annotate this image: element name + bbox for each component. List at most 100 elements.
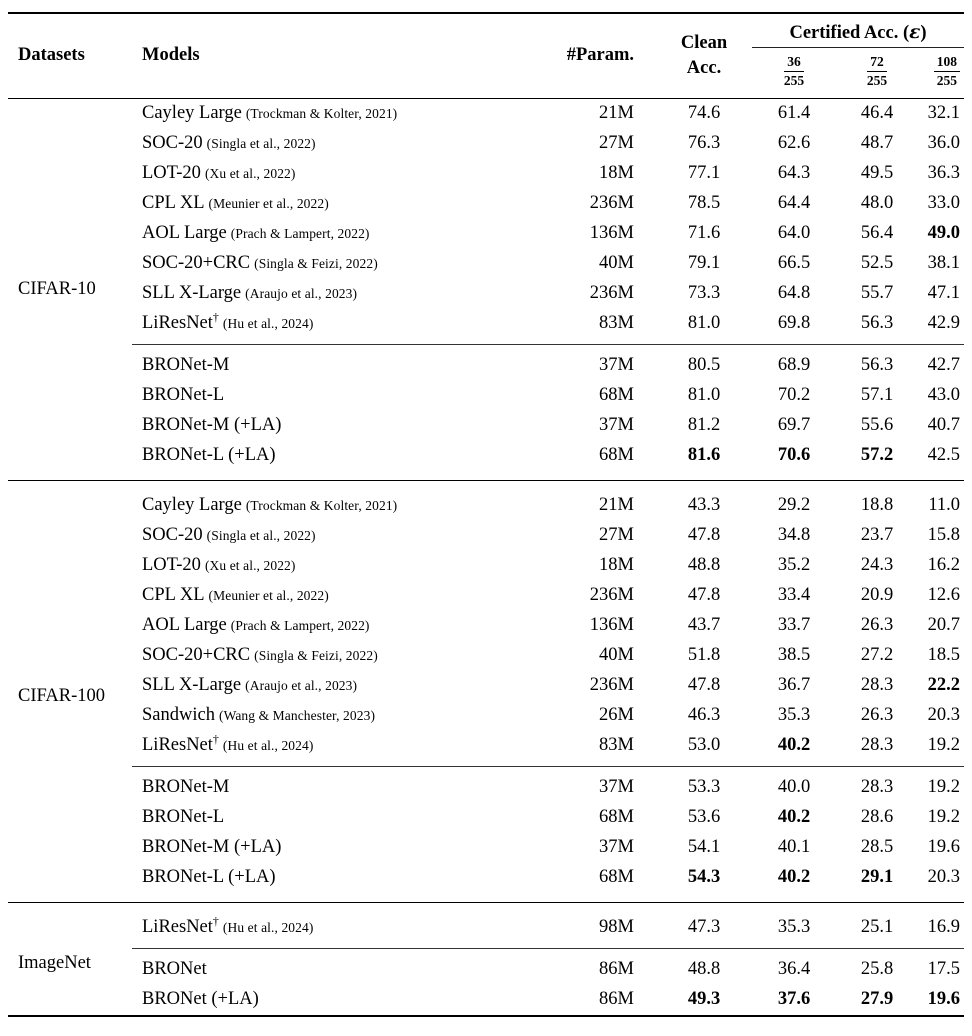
table-row: LiResNet† (Hu et al., 2024) 83M 81.0 69.8 56.… <box>8 308 965 346</box>
param-cell: 83M <box>556 308 656 346</box>
clean-acc-cell: 49.3 <box>687 989 721 1010</box>
col-header-models: Models <box>132 13 556 99</box>
eps-108-denominator: 255 <box>936 72 958 88</box>
certified-acc-72-cell: 57.2 <box>860 445 894 466</box>
header-row-eps: 36 255 72 255 108 255 <box>8 47 965 99</box>
col-header-datasets: Datasets <box>8 13 132 99</box>
certified-acc-108-cell: 20.3 <box>927 867 961 888</box>
certified-acc-72-cell: 49.5 <box>860 163 894 184</box>
certified-acc-36-cell: 40.0 <box>777 777 811 798</box>
param-cell: 136M <box>589 223 634 244</box>
param-cell: 68M <box>599 867 634 888</box>
model-name: BRONet-L (+LA) <box>142 867 276 888</box>
table-row: SOC-20+CRC (Singla & Feizi, 2022) 40M 51.8 3… <box>8 641 964 671</box>
table-row: CPL XL (Meunier et al., 2022) 236M 78.5 64.4… <box>8 189 964 219</box>
model-citation: (Xu et al., 2022) <box>204 558 296 574</box>
model-cell: LOT-20 (Xu et al., 2022) <box>132 159 556 189</box>
model-name: LiResNet <box>142 917 213 938</box>
model-name: BRONet-M (+LA) <box>142 415 282 436</box>
certified-acc-72-cell: 28.3 <box>836 730 918 768</box>
certified-acc-72-cell: 24.3 <box>860 555 894 576</box>
model-citation: (Araujo et al., 2023) <box>245 678 358 694</box>
clean-acc-cell: 80.5 <box>687 355 721 376</box>
model-cell: SLL X-Large (Araujo et al., 2023) <box>132 671 556 701</box>
clean-acc-cell: 81.2 <box>687 415 721 436</box>
clean-acc-cell: 43.7 <box>687 615 721 636</box>
certified-acc-108-cell: 43.0 <box>927 385 961 406</box>
table-row: LOT-20 (Xu et al., 2022) 18M 77.1 64.3 49.5 36… <box>8 159 964 189</box>
param-cell: 236M <box>589 193 634 214</box>
certified-acc-72-cell: 48.0 <box>860 193 894 214</box>
certified-acc-72-cell: 28.5 <box>860 837 894 858</box>
certified-acc-108-cell: 20.7 <box>927 615 961 636</box>
param-cell: 26M <box>599 705 634 726</box>
model-name: LOT-20 <box>142 163 201 184</box>
certified-acc-108-cell: 49.0 <box>927 223 961 244</box>
eps-72-denominator: 255 <box>866 72 888 88</box>
clean-acc-cell: 74.6 <box>687 103 721 124</box>
certified-acc-108-cell: 19.6 <box>927 837 961 858</box>
model-name: BRONet (+LA) <box>142 989 259 1010</box>
certified-acc-108-cell: 42.5 <box>927 445 961 466</box>
model-cell: BRONet-L <box>132 381 556 411</box>
model-name: BRONet-L (+LA) <box>142 445 276 466</box>
model-name: Cayley Large <box>142 103 242 124</box>
col-header-param: #Param. <box>556 13 656 99</box>
model-citation: (Hu et al., 2024) <box>222 738 314 754</box>
model-name: LiResNet <box>142 313 213 334</box>
certified-acc-72-cell: 27.2 <box>860 645 894 666</box>
table-row: AOL Large (Prach & Lampert, 2022) 136M 43.7… <box>8 611 964 641</box>
clean-acc-cell: 54.3 <box>687 867 721 888</box>
eps-108-numerator: 108 <box>933 54 961 72</box>
model-citation: (Hu et al., 2024) <box>222 316 314 332</box>
model-cell: SOC-20+CRC (Singla & Feizi, 2022) <box>132 249 556 279</box>
certified-acc-72-cell: 56.4 <box>860 223 894 244</box>
model-citation: (Meunier et al., 2022) <box>208 196 329 212</box>
certified-acc-108-cell: 32.1 <box>927 103 961 124</box>
table-row: BRONet-L 68M 81.0 70.2 57.1 43.0 <box>8 381 964 411</box>
table-row: BRONet-L (+LA) 68M 81.6 70.6 57.2 42.5 <box>8 441 964 481</box>
clean-acc-cell: 53.6 <box>687 807 721 828</box>
param-cell: 27M <box>599 525 634 546</box>
certified-acc-36-cell: 36.4 <box>777 959 811 980</box>
table-body: CIFAR-10 Cayley Large (Trockman & Kolter, … <box>8 98 965 1016</box>
eps-72-numerator: 72 <box>866 54 888 72</box>
model-cell: BRONet-M (+LA) <box>132 833 556 863</box>
eps-36-denominator: 255 <box>783 72 805 88</box>
table-row: CPL XL (Meunier et al., 2022) 236M 47.8 33.4… <box>8 581 964 611</box>
dataset-label: CIFAR-100 <box>8 480 132 903</box>
model-cell: LOT-20 (Xu et al., 2022) <box>132 551 556 581</box>
model-citation: (Meunier et al., 2022) <box>208 588 329 604</box>
model-cell: AOL Large (Prach & Lampert, 2022) <box>132 219 556 249</box>
table-row: BRONet-L 68M 53.6 40.2 28.6 19.2 <box>8 803 964 833</box>
model-citation: (Trockman & Kolter, 2021) <box>245 498 398 514</box>
epsilon-symbol: ε <box>909 22 921 43</box>
model-name: Sandwich <box>142 705 215 726</box>
table-row: LiResNet† (Hu et al., 2024) 83M 53.0 40.2 28.… <box>8 730 965 768</box>
param-cell: 37M <box>599 837 634 858</box>
clean-acc-cell: 48.8 <box>687 959 721 980</box>
certified-acc-108-cell: 16.2 <box>927 555 961 576</box>
certified-acc-108-cell: 20.3 <box>927 705 961 726</box>
model-citation: (Singla & Feizi, 2022) <box>254 256 378 272</box>
param-cell: 18M <box>599 163 634 184</box>
table-row: BRONet 86M 48.8 36.4 25.8 17.5 <box>8 949 964 985</box>
results-table: Datasets Models #Param. Clean Acc. Certi… <box>8 12 965 1017</box>
param-cell: 86M <box>599 989 634 1010</box>
param-cell: 40M <box>599 645 634 666</box>
model-citation: (Trockman & Kolter, 2021) <box>245 106 398 122</box>
model-cell: SOC-20 (Singla et al., 2022) <box>132 129 556 159</box>
certified-acc-72-cell: 55.7 <box>860 283 894 304</box>
param-cell: 37M <box>599 777 634 798</box>
table-row: CIFAR-10 Cayley Large (Trockman & Kolter, … <box>8 98 964 299</box>
table-row: AOL Large (Prach & Lampert, 2022) 136M 71.6… <box>8 219 964 249</box>
clean-acc-cell: 47.3 <box>656 902 752 950</box>
certified-acc-36-cell: 38.5 <box>777 645 811 666</box>
certified-acc-72-cell: 56.3 <box>836 308 918 346</box>
param-cell: 86M <box>599 959 634 980</box>
certified-acc-36-cell: 35.3 <box>752 902 836 950</box>
model-name: LiResNet <box>142 735 213 756</box>
certified-acc-36-cell: 61.4 <box>777 103 811 124</box>
certified-acc-108-cell: 36.3 <box>927 163 961 184</box>
model-name: SOC-20+CRC <box>142 645 251 666</box>
